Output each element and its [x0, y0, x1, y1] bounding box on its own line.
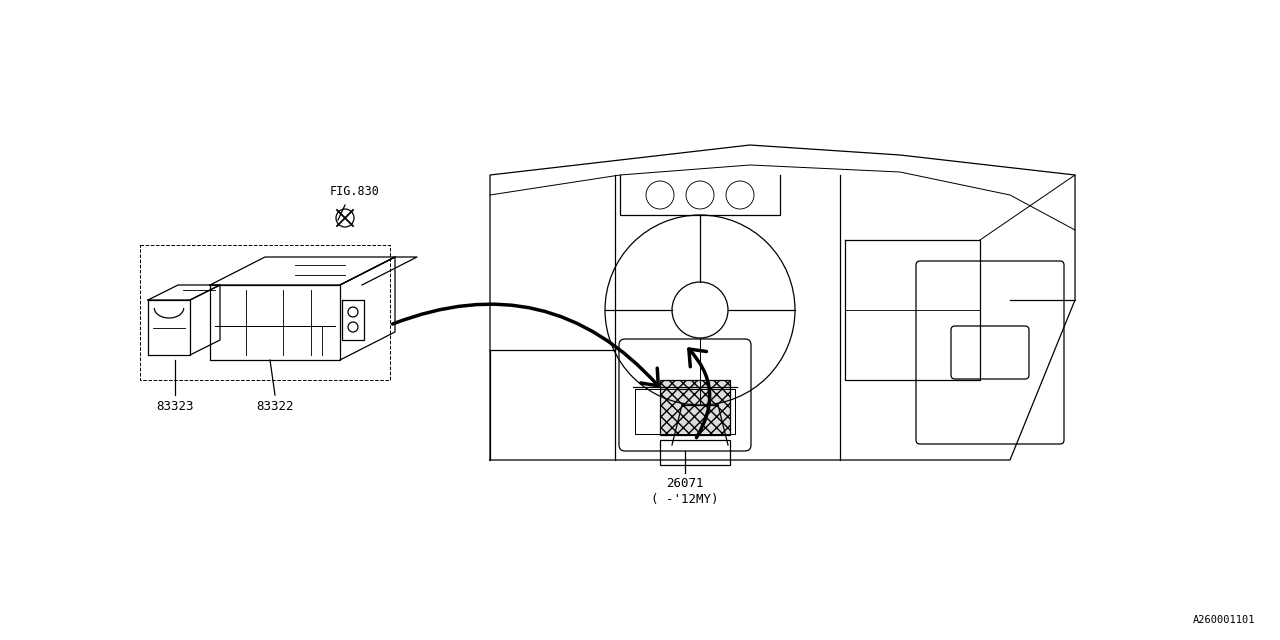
Bar [635, 389, 735, 434]
Text: ( -'12MY): ( -'12MY) [652, 493, 719, 506]
FancyArrowPatch shape [689, 349, 709, 438]
Text: FIG.830: FIG.830 [330, 185, 380, 198]
Bar [660, 440, 730, 465]
Bar [660, 380, 730, 435]
Text: 83322: 83322 [256, 400, 293, 413]
Text: A260001101: A260001101 [1193, 615, 1254, 625]
Text: 83323: 83323 [156, 400, 193, 413]
FancyArrowPatch shape [393, 304, 658, 386]
Text: 26071: 26071 [667, 477, 704, 490]
